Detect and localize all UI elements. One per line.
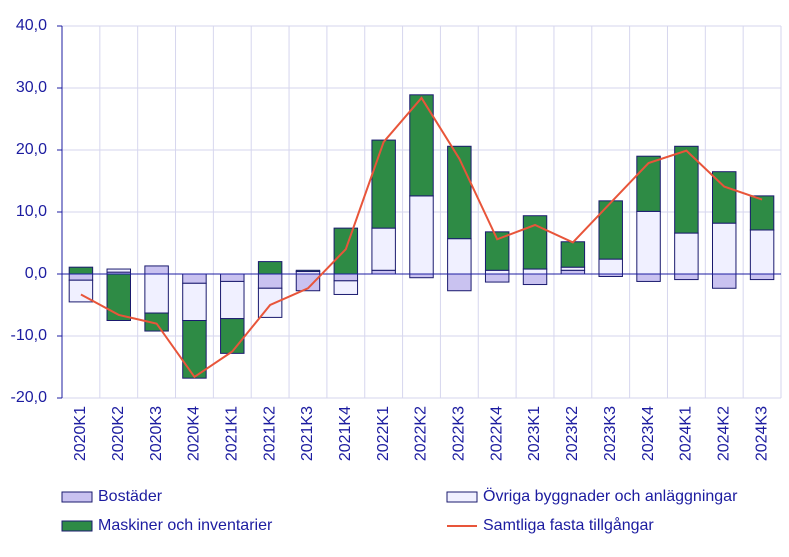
bar-segment xyxy=(598,200,623,260)
bar-segment xyxy=(182,282,207,321)
bar-segment xyxy=(749,229,775,275)
x-tick-label: 2023K4 xyxy=(640,406,657,461)
x-tick-label: 2024K1 xyxy=(678,406,695,461)
x-tick-label: 2022K4 xyxy=(488,406,505,461)
legend-swatch xyxy=(446,491,478,503)
bar-segment xyxy=(257,287,283,318)
x-tick-label: 2020K4 xyxy=(186,406,203,461)
bar-segment xyxy=(295,269,321,273)
bar-segment xyxy=(106,273,131,321)
legend-label: Övriga byggnader och anläggningar xyxy=(483,487,738,505)
legend-label: Maskiner och inventarier xyxy=(98,517,273,534)
bar-segment xyxy=(749,273,775,281)
bar-segment xyxy=(636,273,661,282)
bar-segment xyxy=(182,320,207,379)
bar-segment xyxy=(144,312,169,332)
x-tick-label: 2021K2 xyxy=(261,406,278,461)
x-tick-label: 2021K4 xyxy=(337,406,354,461)
y-tick-label: 40,0 xyxy=(16,17,47,34)
x-tick-label: 2022K1 xyxy=(375,406,392,461)
x-tick-label: 2020K3 xyxy=(148,406,165,461)
legend-label: Bostäder xyxy=(98,488,163,505)
bar-segment xyxy=(409,195,434,275)
bar-segment xyxy=(68,279,94,303)
x-tick-label: 2023K1 xyxy=(526,406,543,461)
bar-segment xyxy=(333,273,359,282)
bar-segment xyxy=(371,227,396,271)
bar-segment xyxy=(447,273,472,292)
bar-segment xyxy=(220,280,245,320)
bar-segment xyxy=(598,258,623,275)
bar-segment xyxy=(220,273,245,282)
bar-segment xyxy=(182,273,207,284)
bar-segment xyxy=(712,171,737,224)
x-tick-label: 2023K3 xyxy=(602,406,619,461)
legend-swatch xyxy=(61,491,93,503)
bar-segment xyxy=(522,268,548,275)
bar-segment xyxy=(712,273,737,289)
x-tick-label: 2023K2 xyxy=(564,406,581,461)
bar-segment xyxy=(106,268,131,273)
bar-segment xyxy=(636,210,661,275)
bar-segment xyxy=(484,273,510,283)
bar-segment xyxy=(484,269,510,275)
y-tick-label: -20,0 xyxy=(11,389,48,406)
bar-segment xyxy=(333,280,359,295)
bar-segment xyxy=(674,273,699,281)
y-tick-label: 0,0 xyxy=(25,265,47,282)
bar-segment xyxy=(257,273,283,289)
bar-segment xyxy=(522,215,548,270)
bar-segment xyxy=(257,261,283,275)
x-tick-label: 2024K2 xyxy=(715,406,732,461)
bar-segment xyxy=(220,318,245,354)
y-tick-label: 10,0 xyxy=(16,203,47,220)
x-tick-label: 2022K2 xyxy=(413,406,430,461)
bar-segment xyxy=(409,273,434,279)
bar-segment xyxy=(484,231,510,271)
bar-segment xyxy=(371,139,396,229)
bar-segment xyxy=(560,269,586,275)
x-tick-label: 2024K3 xyxy=(753,406,770,461)
bar-segment xyxy=(674,145,699,234)
y-tick-label: 30,0 xyxy=(16,79,47,96)
bar-segment xyxy=(68,266,94,275)
bar-segment xyxy=(447,238,472,275)
bar-segment xyxy=(333,227,359,275)
bar-segment xyxy=(409,94,434,197)
bar-segment xyxy=(712,222,737,275)
bar-segment xyxy=(749,195,775,231)
bar-segment xyxy=(371,269,396,275)
bar-segment xyxy=(674,232,699,275)
x-tick-label: 2022K3 xyxy=(451,406,468,461)
bar-segment xyxy=(68,273,94,281)
bar-segment xyxy=(144,265,169,275)
bar-segment xyxy=(636,155,661,212)
bar-segment xyxy=(522,273,548,286)
legend-label: Samtliga fasta tillgångar xyxy=(483,516,654,534)
x-tick-label: 2020K1 xyxy=(72,406,89,461)
x-tick-label: 2021K3 xyxy=(299,406,316,461)
x-tick-label: 2020K2 xyxy=(110,406,127,461)
y-tick-label: -10,0 xyxy=(11,327,48,344)
bar-segment xyxy=(560,241,586,268)
bar-segment xyxy=(144,273,169,314)
line-series xyxy=(80,96,763,379)
x-tick-label: 2021K1 xyxy=(224,406,241,461)
y-tick-label: 20,0 xyxy=(16,141,47,158)
legend-swatch xyxy=(61,520,93,532)
